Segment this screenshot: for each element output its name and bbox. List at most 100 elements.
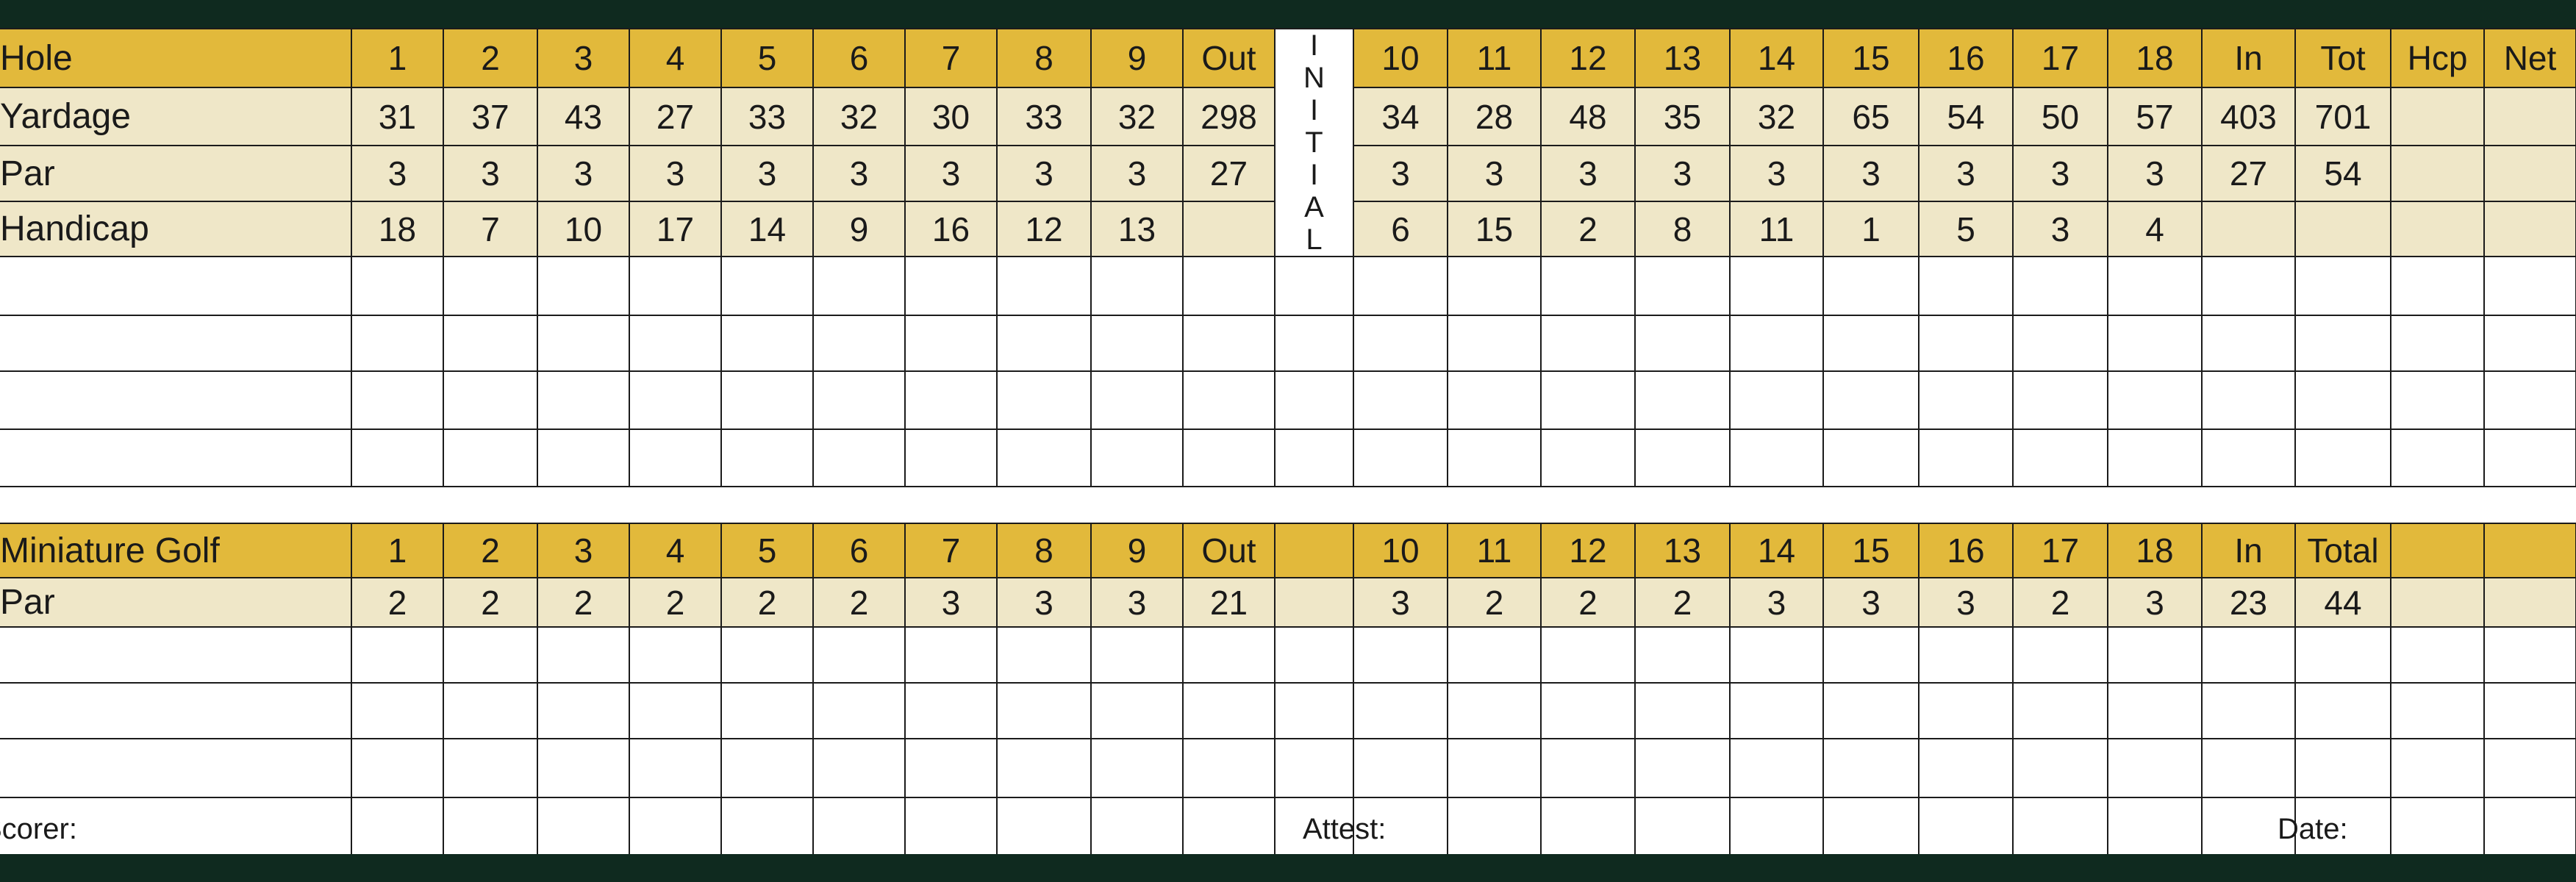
score-cell[interactable] — [1822, 626, 1920, 684]
score-cell[interactable] — [1182, 682, 1276, 739]
score-cell[interactable] — [996, 797, 1092, 854]
score-cell[interactable] — [443, 797, 538, 854]
score-cell[interactable] — [996, 429, 1092, 487]
score-cell[interactable] — [1090, 738, 1184, 798]
score-cell[interactable] — [1182, 797, 1276, 854]
spacer-cell[interactable] — [1274, 738, 1354, 798]
score-cell[interactable] — [2483, 797, 2576, 854]
score-cell[interactable] — [351, 370, 444, 430]
score-cell[interactable] — [629, 256, 722, 316]
score-cell[interactable] — [2294, 256, 2391, 316]
score-cell[interactable] — [2390, 738, 2485, 798]
score-cell[interactable] — [1918, 682, 2014, 739]
score-cell[interactable] — [2107, 682, 2203, 739]
score-cell[interactable] — [996, 315, 1092, 372]
score-cell[interactable] — [2201, 429, 2296, 487]
score-cell[interactable] — [2201, 315, 2296, 372]
score-cell[interactable] — [1729, 370, 1824, 430]
score-cell[interactable] — [1634, 315, 1731, 372]
score-cell[interactable] — [629, 626, 722, 684]
score-cell[interactable] — [1918, 738, 2014, 798]
score-cell[interactable] — [1918, 797, 2014, 854]
score-cell[interactable] — [2107, 256, 2203, 316]
score-cell[interactable] — [2012, 626, 2108, 684]
score-cell[interactable] — [1918, 626, 2014, 684]
score-cell[interactable] — [537, 738, 630, 798]
score-cell[interactable] — [996, 256, 1092, 316]
score-cell[interactable] — [2390, 315, 2485, 372]
score-cell[interactable] — [1182, 738, 1276, 798]
score-cell[interactable] — [2390, 370, 2485, 430]
score-cell[interactable] — [351, 256, 444, 316]
score-cell[interactable] — [1822, 256, 1920, 316]
score-cell[interactable] — [2012, 797, 2108, 854]
score-cell[interactable] — [2012, 738, 2108, 798]
score-cell[interactable] — [629, 797, 722, 854]
score-cell[interactable] — [1634, 738, 1731, 798]
score-cell[interactable] — [2483, 429, 2576, 487]
score-cell[interactable] — [996, 682, 1092, 739]
score-cell[interactable] — [1918, 429, 2014, 487]
score-cell[interactable] — [1447, 256, 1542, 316]
score-cell[interactable] — [1353, 256, 1448, 316]
score-cell[interactable] — [1634, 626, 1731, 684]
score-cell[interactable] — [2201, 626, 2296, 684]
player-name-cell[interactable] — [0, 370, 352, 430]
score-cell[interactable] — [2483, 315, 2576, 372]
score-cell[interactable] — [812, 256, 906, 316]
score-cell[interactable] — [537, 315, 630, 372]
score-cell[interactable] — [812, 738, 906, 798]
score-cell[interactable] — [2294, 429, 2391, 487]
score-cell[interactable] — [629, 682, 722, 739]
score-cell[interactable] — [1822, 797, 1920, 854]
score-cell[interactable] — [2107, 797, 2203, 854]
score-cell[interactable] — [1634, 370, 1731, 430]
score-cell[interactable] — [1090, 626, 1184, 684]
score-cell[interactable] — [996, 626, 1092, 684]
score-cell[interactable] — [904, 315, 998, 372]
score-cell[interactable] — [1090, 797, 1184, 854]
score-cell[interactable] — [1729, 626, 1824, 684]
score-cell[interactable] — [1634, 256, 1731, 316]
score-cell[interactable] — [537, 429, 630, 487]
score-cell[interactable] — [1822, 370, 1920, 430]
score-cell[interactable] — [2294, 370, 2391, 430]
score-cell[interactable] — [629, 370, 722, 430]
score-cell[interactable] — [1822, 682, 1920, 739]
score-cell[interactable] — [2107, 370, 2203, 430]
score-cell[interactable] — [2012, 370, 2108, 430]
spacer-cell[interactable] — [1274, 626, 1354, 684]
score-cell[interactable] — [351, 738, 444, 798]
score-cell[interactable] — [351, 682, 444, 739]
score-cell[interactable] — [996, 370, 1092, 430]
score-cell[interactable] — [2107, 429, 2203, 487]
score-cell[interactable] — [812, 626, 906, 684]
score-cell[interactable] — [1729, 315, 1824, 372]
score-cell[interactable] — [2012, 429, 2108, 487]
score-cell[interactable] — [1182, 315, 1276, 372]
score-cell[interactable] — [1540, 797, 1636, 854]
score-cell[interactable] — [1353, 626, 1448, 684]
score-cell[interactable] — [1729, 429, 1824, 487]
score-cell[interactable] — [1634, 797, 1731, 854]
score-cell[interactable] — [1182, 626, 1276, 684]
initial-cell[interactable] — [1274, 429, 1354, 487]
score-cell[interactable] — [720, 256, 814, 316]
score-cell[interactable] — [812, 797, 906, 854]
score-cell[interactable] — [1822, 315, 1920, 372]
score-cell[interactable] — [1634, 429, 1731, 487]
score-cell[interactable] — [537, 256, 630, 316]
score-cell[interactable] — [443, 682, 538, 739]
score-cell[interactable] — [1353, 797, 1448, 854]
score-cell[interactable] — [1540, 256, 1636, 316]
player-name-cell[interactable] — [0, 256, 352, 316]
score-cell[interactable] — [812, 370, 906, 430]
score-cell[interactable] — [1353, 738, 1448, 798]
score-cell[interactable] — [351, 429, 444, 487]
score-cell[interactable] — [629, 429, 722, 487]
score-cell[interactable] — [351, 797, 444, 854]
score-cell[interactable] — [2294, 315, 2391, 372]
score-cell[interactable] — [1729, 797, 1824, 854]
score-cell[interactable] — [2294, 738, 2391, 798]
score-cell[interactable] — [1540, 370, 1636, 430]
